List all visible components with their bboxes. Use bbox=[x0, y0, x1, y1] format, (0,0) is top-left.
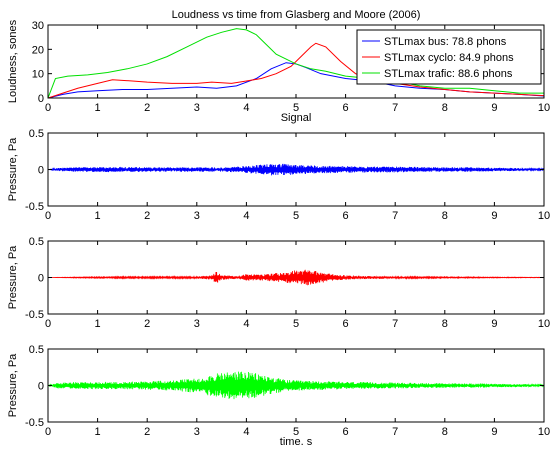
waveform-trace bbox=[48, 269, 544, 286]
x-tick-label: 7 bbox=[392, 318, 398, 330]
x-tick-label: 10 bbox=[538, 102, 550, 114]
panel-1: 0 1 2 3 4 5 6 7 8 9 10 0 10 20 30 Loudness, sones Signal… bbox=[7, 9, 550, 124]
x-tick-label: 9 bbox=[491, 426, 497, 438]
x-tick-label: 0 bbox=[45, 210, 51, 222]
x-tick-label: 6 bbox=[343, 318, 349, 330]
x-tick-label: 4 bbox=[243, 426, 249, 438]
x-tick-label: 0 bbox=[45, 102, 51, 114]
y-tick-label: 0 bbox=[38, 381, 44, 393]
legend-entry-1: STLmax bus: 78.8 phons bbox=[384, 36, 507, 48]
x-axis-label: Signal bbox=[281, 112, 312, 124]
x-tick-label: 8 bbox=[442, 210, 448, 222]
x-tick-label: 10 bbox=[538, 318, 550, 330]
y-axis-label: Pressure, Pa bbox=[7, 245, 19, 309]
legend-entry-2: STLmax cyclo: 84.9 phons bbox=[384, 52, 514, 64]
x-tick-label: 5 bbox=[293, 426, 299, 438]
series-line-2 bbox=[48, 42, 544, 98]
y-axis-label: Pressure, Pa bbox=[7, 353, 19, 417]
x-tick-label: 6 bbox=[343, 102, 349, 114]
x-tick-label: 3 bbox=[194, 210, 200, 222]
x-tick-label: 9 bbox=[491, 210, 497, 222]
y-tick-label: 0.5 bbox=[29, 344, 44, 356]
x-tick-label: 3 bbox=[194, 102, 200, 114]
x-tick-label: 3 bbox=[194, 426, 200, 438]
x-tick-label: 2 bbox=[144, 210, 150, 222]
x-tick-label: 0 bbox=[45, 318, 51, 330]
x-tick-label: 1 bbox=[95, 210, 101, 222]
y-tick-label: 0 bbox=[38, 165, 44, 177]
x-tick-label: 8 bbox=[442, 426, 448, 438]
y-axis-label: Loudness, sones bbox=[7, 19, 19, 103]
x-tick-label: 2 bbox=[144, 318, 150, 330]
x-tick-label: 8 bbox=[442, 102, 448, 114]
legend-box bbox=[356, 29, 542, 85]
y-tick-label: -0.5 bbox=[25, 309, 44, 321]
x-tick-label: 1 bbox=[95, 102, 101, 114]
x-tick-label: 7 bbox=[392, 210, 398, 222]
x-tick-label: 10 bbox=[538, 210, 550, 222]
x-tick-label: 4 bbox=[243, 102, 249, 114]
x-tick-label: 0 bbox=[45, 426, 51, 438]
x-tick-label: 1 bbox=[95, 318, 101, 330]
x-tick-label: 9 bbox=[491, 318, 497, 330]
y-tick-label: 0 bbox=[38, 273, 44, 285]
x-tick-label: 2 bbox=[144, 102, 150, 114]
x-tick-label: 4 bbox=[243, 210, 249, 222]
x-tick-label: 4 bbox=[243, 318, 249, 330]
series-line-3 bbox=[48, 28, 544, 98]
x-axis-label: time, s bbox=[280, 436, 313, 445]
y-tick-label: 0 bbox=[38, 93, 44, 105]
y-tick-label: -0.5 bbox=[25, 417, 44, 429]
series-group bbox=[48, 371, 544, 400]
waveform-trace bbox=[48, 371, 544, 400]
x-tick-label: 3 bbox=[194, 318, 200, 330]
y-tick-label: 0.5 bbox=[29, 128, 44, 140]
x-tick-label: 8 bbox=[442, 318, 448, 330]
x-tick-label: 5 bbox=[293, 318, 299, 330]
x-tick-label: 2 bbox=[144, 426, 150, 438]
x-tick-label: 10 bbox=[538, 426, 550, 438]
y-tick-label: -0.5 bbox=[25, 201, 44, 213]
legend-entry-3: STLmax trafic: 88.6 phons bbox=[384, 68, 513, 80]
x-tick-label: 7 bbox=[392, 102, 398, 114]
chart-title: Loudness vs time from Glasberg and Moore… bbox=[172, 9, 421, 21]
x-tick-label: 1 bbox=[95, 426, 101, 438]
y-axis-label: Pressure, Pa bbox=[7, 137, 19, 201]
y-tick-label: 30 bbox=[32, 20, 44, 32]
x-tick-label: 7 bbox=[392, 426, 398, 438]
waveform-trace bbox=[48, 163, 544, 176]
y-tick-label: 10 bbox=[32, 69, 44, 81]
series-group bbox=[48, 163, 544, 176]
x-tick-label: 6 bbox=[343, 210, 349, 222]
legend: STLmax bus: 78.8 phons STLmax cyclo: 84.9… bbox=[356, 29, 542, 85]
x-tick-label: 5 bbox=[293, 210, 299, 222]
series-group bbox=[48, 28, 544, 98]
x-tick-label: 6 bbox=[343, 426, 349, 438]
y-tick-label: 0.5 bbox=[29, 236, 44, 248]
x-tick-label: 9 bbox=[491, 102, 497, 114]
series-group bbox=[48, 269, 544, 286]
x-tick-label: 5 bbox=[293, 102, 299, 114]
y-tick-label: 20 bbox=[32, 44, 44, 56]
